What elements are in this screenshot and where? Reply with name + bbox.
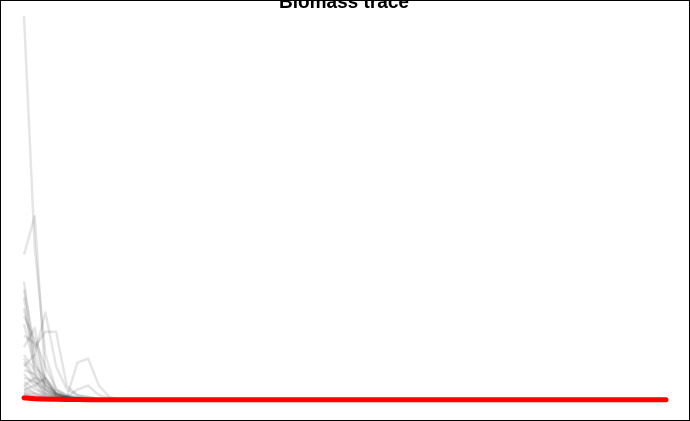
mean-line	[21, 395, 669, 403]
mean-layer	[21, 395, 669, 403]
trace-line-9	[22, 296, 121, 401]
chart-title: Biomass trace	[279, 0, 409, 13]
